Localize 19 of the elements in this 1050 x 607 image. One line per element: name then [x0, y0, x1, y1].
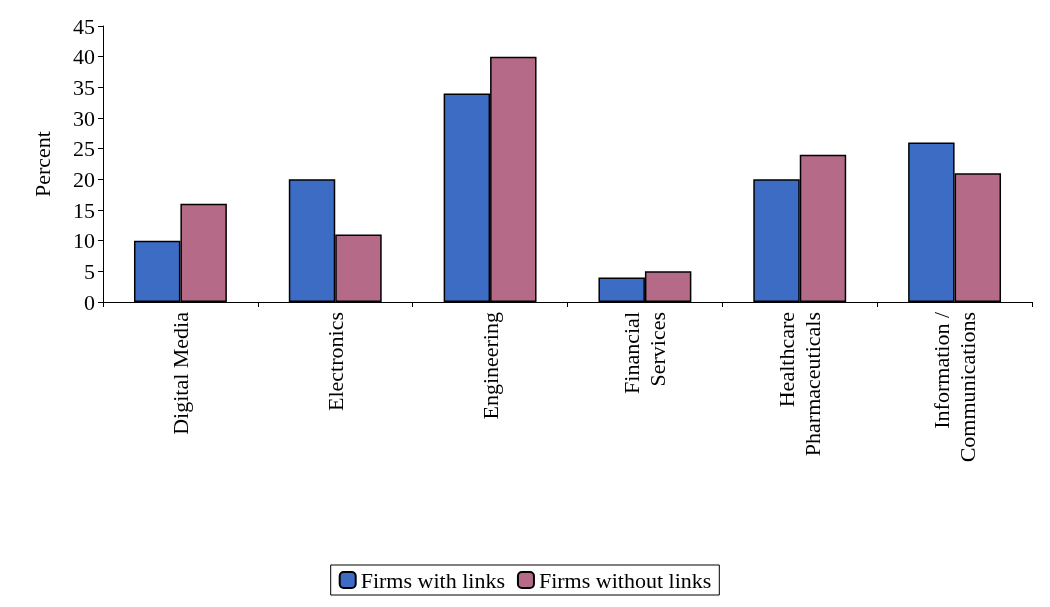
y-tick-label: 10 [73, 228, 95, 254]
y-tick-label: 0 [84, 289, 95, 315]
legend-label: Firms with links [360, 567, 505, 593]
y-tick-label: 35 [73, 74, 95, 100]
y-tick-label: 20 [73, 166, 95, 192]
y-tick-label: 45 [73, 13, 95, 39]
y-axis-title: Percent [29, 131, 55, 197]
y-tick-label: 25 [73, 136, 95, 162]
y-tick-label: 40 [73, 44, 95, 70]
x-tick-label: Electronics [322, 312, 348, 411]
legend-label: Firms without links [538, 567, 712, 593]
x-tick-label: Digital Media [167, 311, 193, 435]
y-tick-label: 5 [84, 258, 95, 284]
x-tick-label: Healthcare Pharmaceuticals [774, 312, 826, 457]
x-tick-label: Information / Communications [929, 311, 981, 463]
x-tick-label: Financial Services [619, 312, 671, 394]
x-tick-label: Engineering [477, 312, 503, 420]
y-tick-label: 15 [73, 197, 95, 223]
y-tick-label: 30 [73, 105, 95, 131]
